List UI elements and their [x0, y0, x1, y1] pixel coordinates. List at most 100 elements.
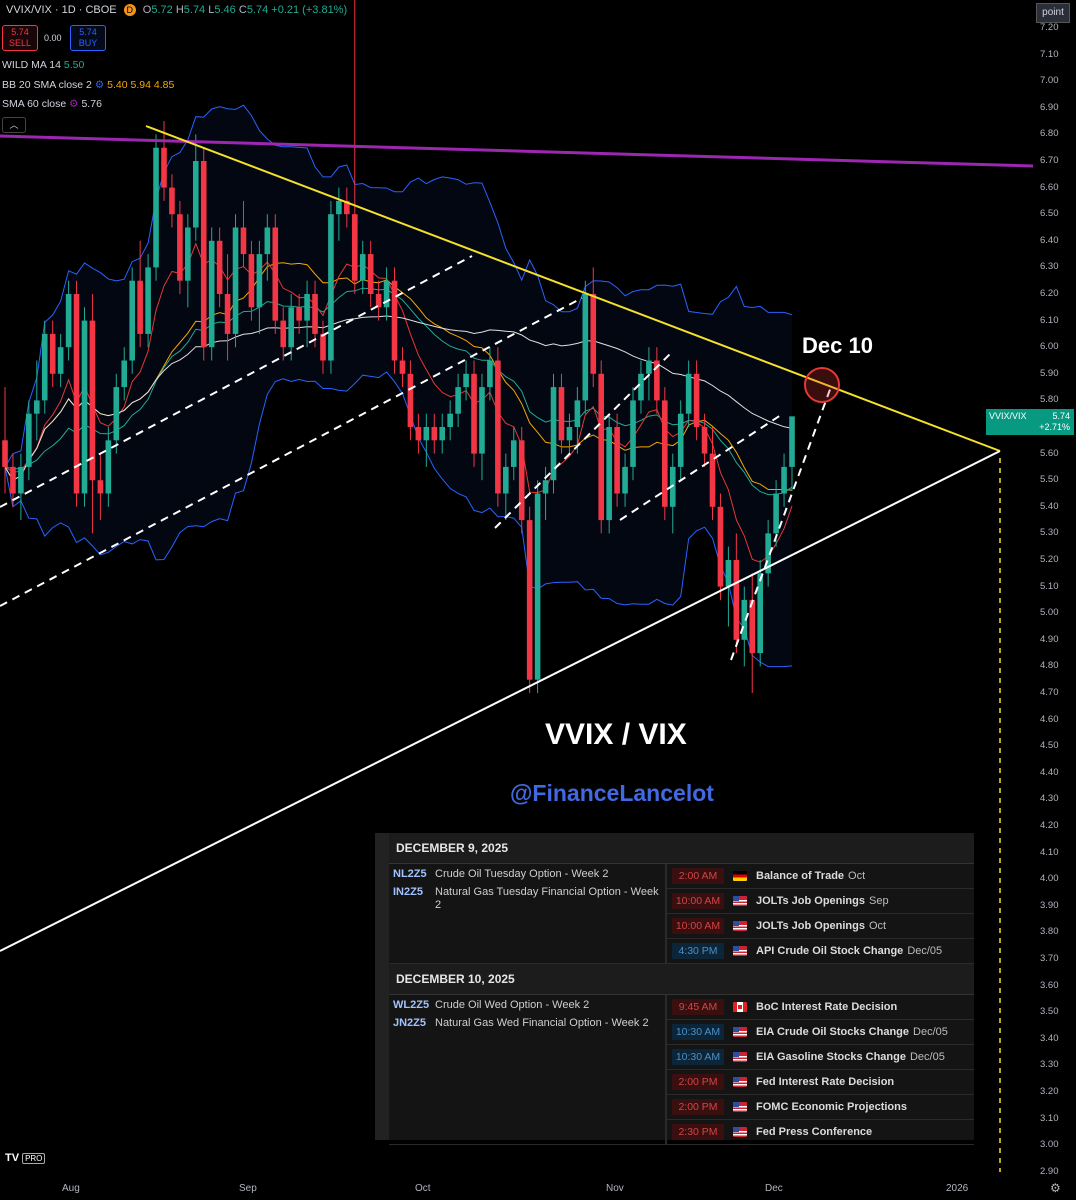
sell-label: SELL — [8, 38, 32, 48]
economic-calendar-panel: DECEMBER 9, 2025 NL2Z5 Crude Oil Tuesday … — [375, 833, 974, 1145]
symbol-name[interactable]: VVIX/VIX · 1D · CBOE — [6, 4, 117, 16]
target-date-annotation: Dec 10 — [802, 333, 873, 358]
price-tick-label: 4.00 — [1040, 873, 1059, 885]
candle-body — [741, 599, 748, 640]
candle-body — [33, 400, 40, 414]
candle-body — [10, 466, 16, 494]
projection-line — [730, 383, 833, 661]
candle-body — [280, 320, 287, 348]
buy-button[interactable]: 5.74 BUY — [70, 25, 106, 51]
candle-body — [781, 466, 787, 494]
price-tick-label: 4.30 — [1040, 793, 1059, 805]
time-label: Aug — [62, 1183, 80, 1194]
settings-icon[interactable]: ⚙ — [69, 98, 79, 110]
logo-text: TV — [5, 1152, 20, 1164]
candle-body — [296, 307, 302, 321]
price-tick-label: 4.80 — [1040, 660, 1059, 672]
price-tick-label: 5.90 — [1040, 367, 1059, 379]
price-tick-label: 6.30 — [1040, 261, 1059, 273]
candle-body — [208, 240, 215, 348]
price-tick-label: 5.30 — [1040, 527, 1059, 539]
indicator-sma[interactable]: SMA 60 close ⚙ 5.76 — [2, 98, 102, 110]
candle-body — [185, 227, 191, 281]
candle-body — [518, 440, 525, 521]
price-tick-label: 5.20 — [1040, 554, 1059, 565]
scale-mode-button[interactable]: point — [1036, 3, 1070, 23]
candle-body — [582, 294, 589, 401]
candle-body — [137, 280, 143, 334]
channel-line-lower — [0, 297, 583, 607]
list-item: 10:30 AM EIA Gasoline Stocks Change Dec/05 — [667, 1045, 974, 1070]
target-circle-marker — [804, 367, 840, 403]
candle-body — [646, 360, 652, 374]
sell-button[interactable]: 5.74 SELL — [2, 25, 38, 51]
us-flag-icon — [733, 946, 747, 956]
candle-body — [630, 400, 636, 467]
candle-body — [272, 227, 279, 321]
chart-annotation-title: VVIX / VIX — [545, 718, 687, 751]
events-list: 9:45 AM BoC Interest Rate Decision 10:30 … — [667, 995, 974, 1144]
candle-body — [224, 294, 231, 334]
candle-body — [495, 360, 501, 494]
list-item: 4:30 PM API Crude Oil Stock Change Dec/05 — [667, 939, 974, 963]
candle-body — [638, 373, 644, 401]
last-price-value: 5.74 — [1052, 411, 1070, 421]
candle-body — [73, 294, 80, 494]
price-tick-label: 6.70 — [1040, 155, 1059, 166]
candle-body — [455, 387, 461, 414]
candle-body — [717, 506, 724, 587]
time-label: Oct — [415, 1183, 431, 1194]
candle-body — [423, 427, 430, 441]
candle-body — [701, 427, 708, 454]
price-tick-label: 5.00 — [1040, 607, 1059, 619]
buy-label: BUY — [78, 38, 98, 48]
settings-icon[interactable]: ⚙ — [94, 79, 105, 91]
price-tick-label: 7.10 — [1040, 48, 1059, 60]
candle-body — [57, 347, 64, 374]
us-flag-icon — [733, 1027, 747, 1037]
list-item: NL2Z5 Crude Oil Tuesday Option - Week 2 — [393, 868, 609, 880]
price-tick-label: 4.40 — [1040, 766, 1059, 778]
candle-body — [622, 466, 628, 494]
list-item: 10:00 AM JOLTs Job Openings Sep — [667, 889, 974, 914]
close-label: C — [238, 4, 247, 16]
candle-body — [669, 466, 676, 507]
list-item: 2:30 PM Fed Press Conference — [667, 1120, 974, 1144]
resistance-trendline — [145, 125, 1001, 452]
candle-body — [18, 466, 24, 494]
price-tick-label: 5.80 — [1040, 394, 1059, 406]
candle-body — [439, 427, 446, 441]
candle-body — [113, 387, 120, 441]
calendar-day-header: DECEMBER 10, 2025 — [389, 964, 974, 995]
sell-price: 5.74 — [11, 27, 29, 37]
low-label: L — [208, 4, 215, 16]
candle-body — [773, 493, 779, 534]
candle-body — [177, 214, 183, 281]
indicator-name: SMA 60 close — [2, 98, 67, 110]
collapse-legend-button[interactable]: ︿ — [2, 117, 26, 133]
options-expiry-list: NL2Z5 Crude Oil Tuesday Option - Week 2 I… — [389, 864, 667, 963]
candle-body — [232, 227, 239, 334]
last-price-change: +2.71% — [1039, 422, 1070, 432]
candle-body — [121, 360, 128, 388]
candle-body — [153, 147, 159, 268]
candle-body — [169, 187, 175, 215]
candle-body — [49, 333, 56, 374]
channel-line — [619, 414, 782, 521]
high-label: H — [175, 4, 184, 16]
candle-body — [145, 267, 151, 334]
tradingview-logo[interactable]: TV PRO — [5, 1152, 46, 1164]
indicator-bollinger[interactable]: BB 20 SMA close 2 ⚙ 5.40 5.94 4.85 — [2, 79, 174, 91]
chart-settings-icon[interactable]: ⚙ — [1050, 1181, 1061, 1195]
indicator-wild-ma[interactable]: WILD MA 14 5.50 — [2, 59, 84, 71]
price-tick-label: 4.90 — [1040, 633, 1059, 645]
sma60-line — [4, 315, 793, 481]
candle-body — [383, 280, 390, 308]
candle-body — [757, 573, 764, 654]
list-item: 2:00 AM Balance of Trade Oct — [667, 864, 974, 889]
price-tick-label: 6.00 — [1040, 341, 1059, 353]
indicator-name: WILD MA 14 — [2, 59, 61, 71]
candle-body — [654, 360, 660, 401]
price-tick-label: 6.20 — [1040, 288, 1059, 299]
